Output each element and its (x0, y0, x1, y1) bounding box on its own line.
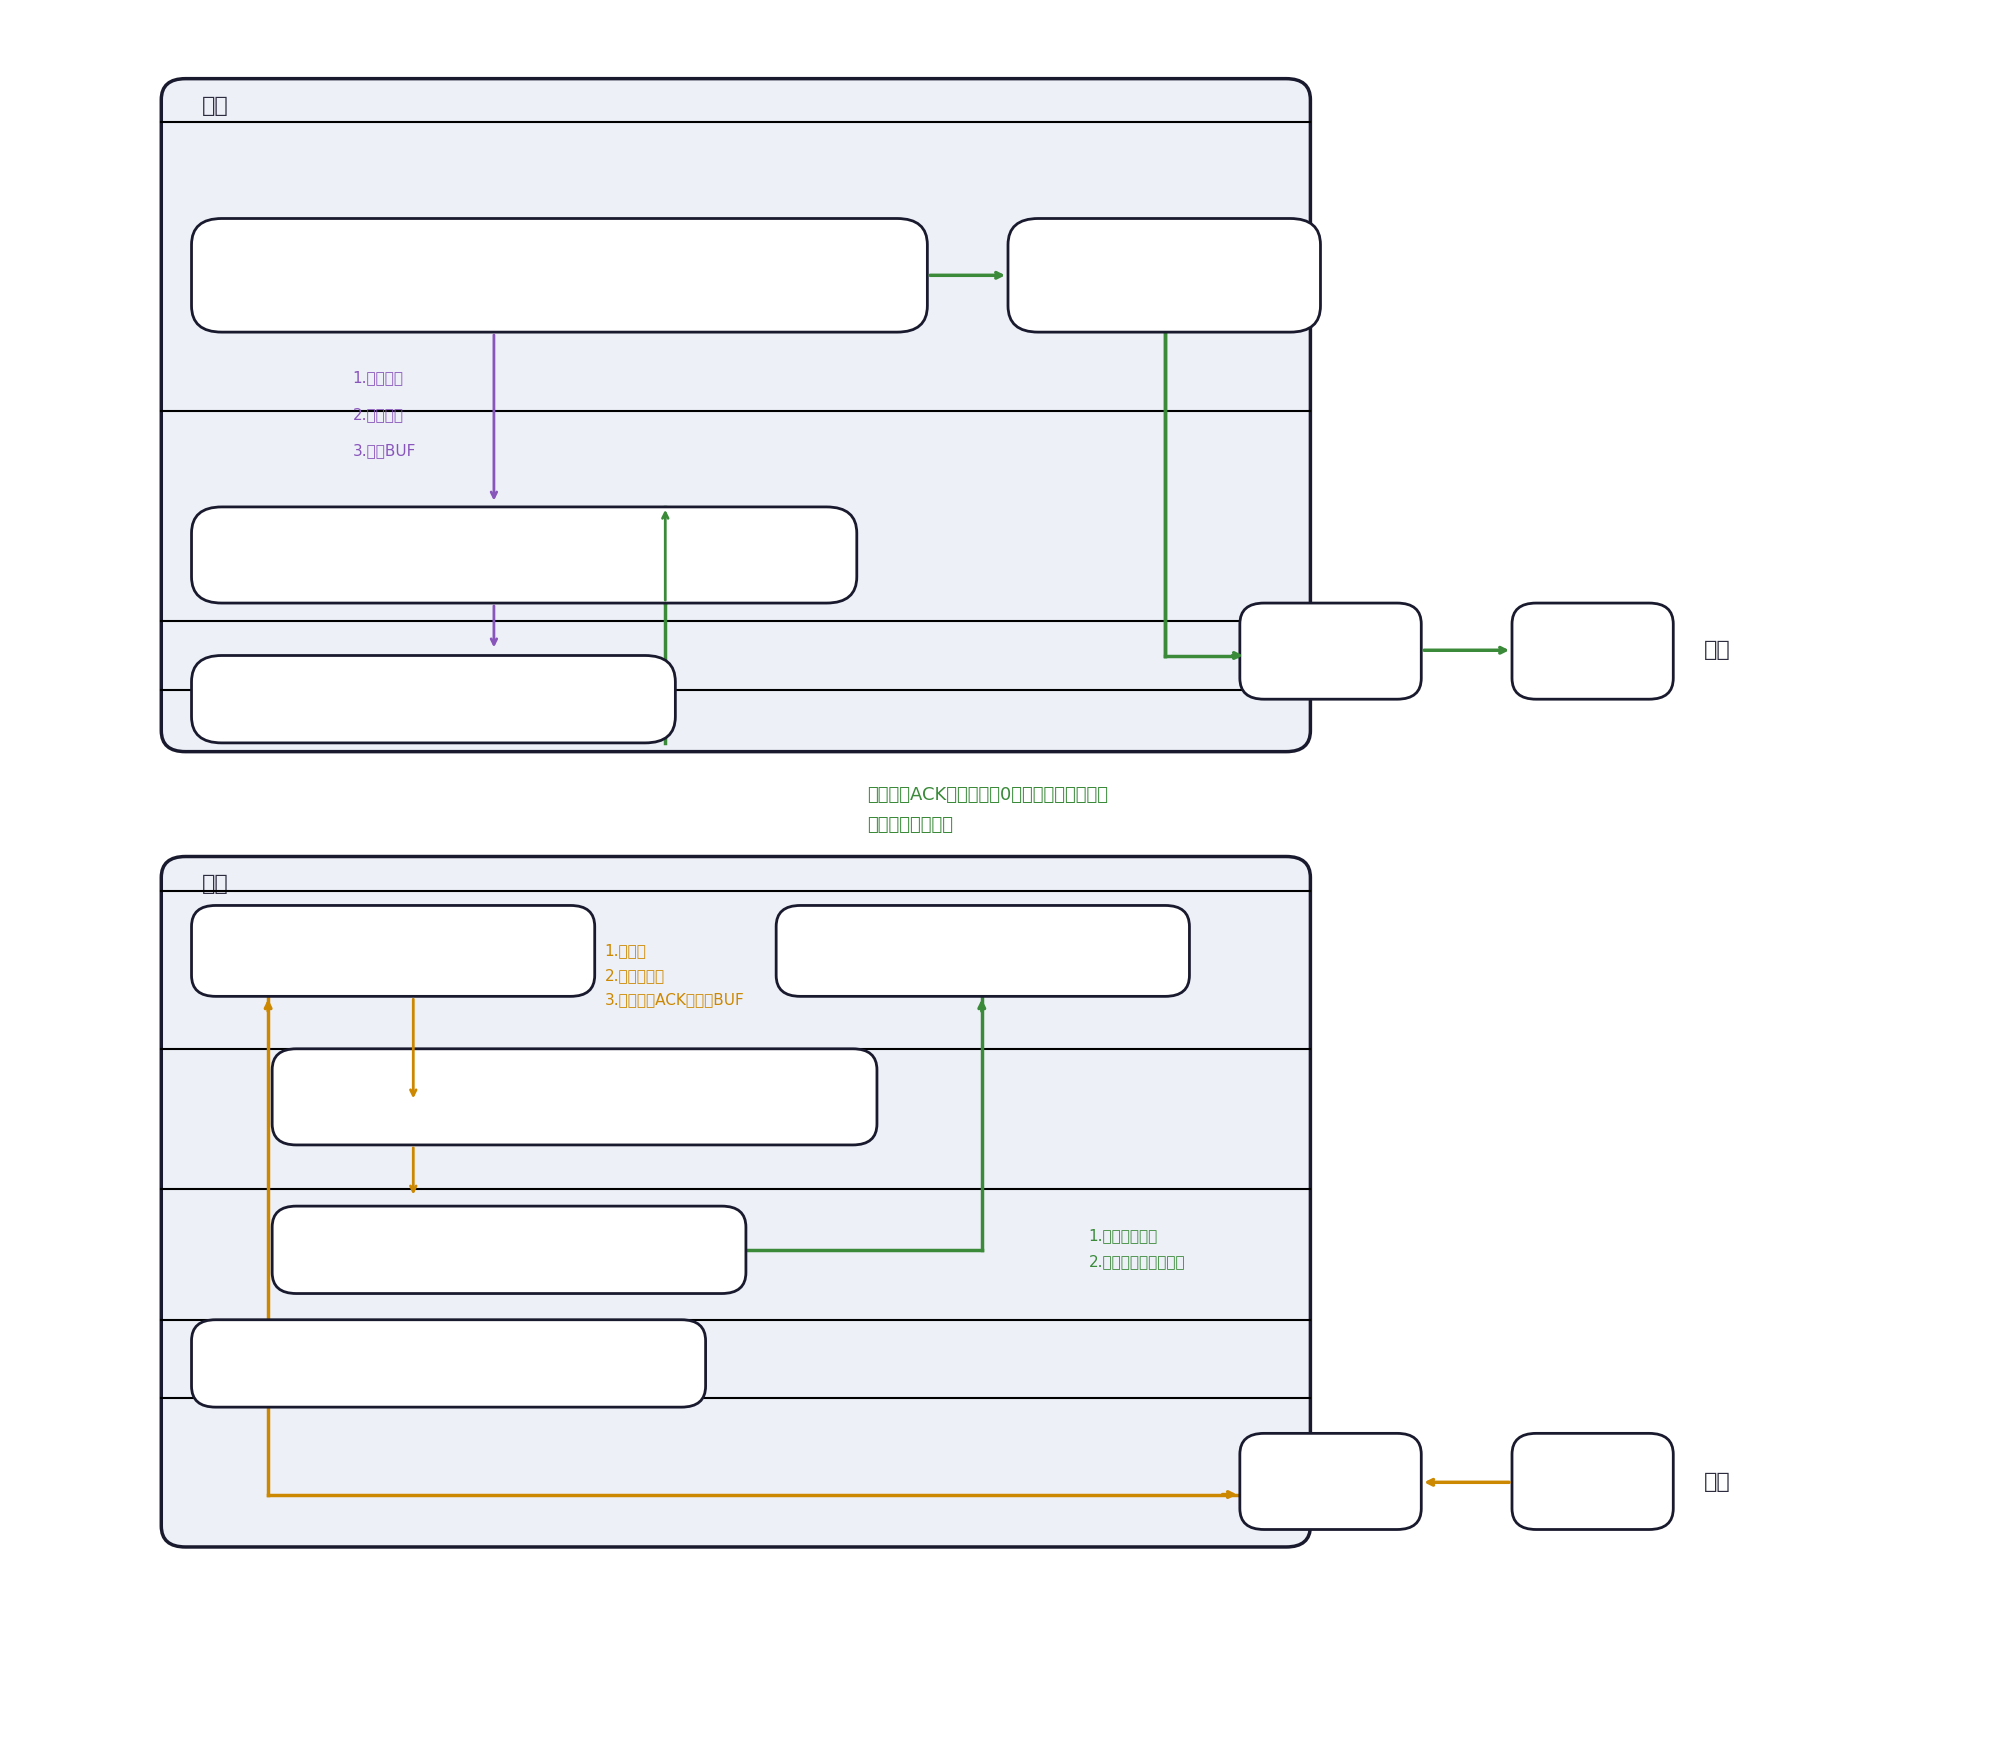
Text: 调用串口发送: 调用串口发送 (1131, 266, 1200, 285)
Text: 1.协议实例: 1.协议实例 (353, 371, 403, 385)
FancyBboxPatch shape (161, 857, 1310, 1547)
Text: 处理解析结果即可: 处理解析结果即可 (867, 816, 954, 834)
FancyBboxPatch shape (1240, 1433, 1421, 1530)
Text: 3.用于存放ACK数据的BUF: 3.用于存放ACK数据的BUF (605, 993, 744, 1007)
FancyBboxPatch shape (272, 1049, 877, 1145)
Text: UART: UART (1304, 1474, 1357, 1491)
FancyBboxPatch shape (192, 218, 927, 332)
Text: 1.实例名: 1.实例名 (605, 944, 647, 958)
Text: 主机: 主机 (202, 96, 228, 115)
Text: 应用层：读取从机寄存器，先组协议包: 应用层：读取从机寄存器，先组协议包 (460, 266, 661, 285)
Text: UART: UART (1566, 642, 1619, 659)
FancyBboxPatch shape (192, 507, 857, 603)
Text: 2.待解析数据: 2.待解析数据 (605, 968, 665, 982)
Text: 应用层：协议解析回调: 应用层：协议解析回调 (927, 942, 1036, 960)
Text: b_mod_modbus: 组包: b_mod_modbus: 组包 (339, 690, 528, 710)
Text: 协议服务：调用实例内解析接口: 协议服务：调用实例内解析接口 (500, 1089, 649, 1106)
Text: 3.缓存BUF: 3.缓存BUF (353, 444, 415, 458)
FancyBboxPatch shape (1512, 1433, 1673, 1530)
Text: 应用层：接收数据完成: 应用层：接收数据完成 (339, 942, 448, 960)
Text: UART: UART (1304, 642, 1357, 659)
FancyBboxPatch shape (272, 1206, 746, 1294)
FancyBboxPatch shape (192, 905, 595, 996)
Text: 2.待回复的数据及长度: 2.待回复的数据及长度 (1089, 1255, 1185, 1269)
FancyBboxPatch shape (192, 656, 675, 743)
FancyBboxPatch shape (161, 79, 1310, 752)
FancyBboxPatch shape (1512, 603, 1673, 699)
Text: 从机: 从机 (1704, 640, 1730, 661)
Text: 此例子，ACK数据长度为0，所以不需要回复。: 此例子，ACK数据长度为0，所以不需要回复。 (867, 787, 1109, 804)
Text: 2.组包类型: 2.组包类型 (353, 407, 403, 421)
Text: 主机: 主机 (202, 874, 228, 893)
Text: HAL层 串口接收，空闲检测: HAL层 串口接收，空闲检测 (373, 1355, 522, 1372)
Text: 从机: 从机 (1704, 1472, 1730, 1493)
FancyBboxPatch shape (1008, 218, 1320, 332)
Text: 协议服务：调用实例内组包接口: 协议服务：调用实例内组包接口 (442, 545, 607, 565)
FancyBboxPatch shape (192, 1320, 706, 1407)
FancyBboxPatch shape (1240, 603, 1421, 699)
Text: b_mod_modbus：解析数据: b_mod_modbus：解析数据 (411, 1241, 605, 1259)
FancyBboxPatch shape (776, 905, 1189, 996)
Text: UART: UART (1566, 1474, 1619, 1491)
Text: 1.数据解析结果: 1.数据解析结果 (1089, 1229, 1157, 1243)
